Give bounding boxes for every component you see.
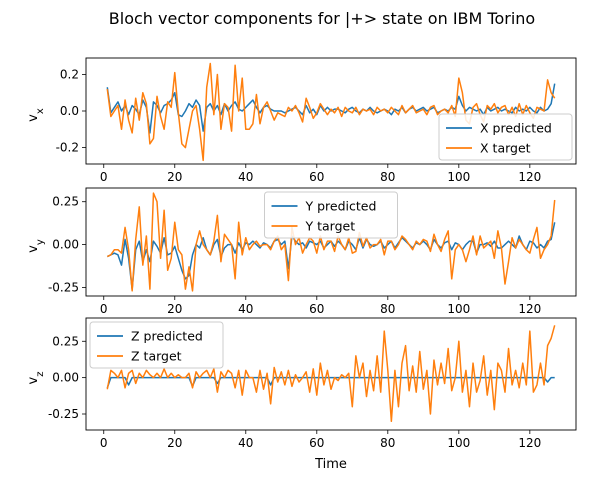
x-tick-label: 80: [380, 302, 395, 316]
y-axis-label: vx: [26, 108, 46, 122]
axes-frame: [85, 187, 577, 297]
legend-label: X predicted: [480, 121, 552, 136]
series-line-y-target: [106, 192, 556, 292]
x-tick-label: 80: [380, 170, 395, 184]
legend-label: Z target: [131, 349, 182, 364]
legend-label: Z predicted: [131, 329, 203, 344]
legend-box: [264, 191, 398, 239]
x-tick-label: 120: [518, 302, 541, 316]
series-line-x-predicted: [106, 83, 556, 134]
figure-title: Bloch vector components for |+> state on…: [109, 9, 535, 28]
x-tick-label: 0: [100, 302, 108, 316]
x-tick-label: 100: [447, 302, 470, 316]
y-axis-label: vy: [26, 239, 46, 253]
panel-z: 0 20 40 60 80 100 120 -0.25 0.00 0.25 vz Time Z pred…: [26, 317, 577, 472]
x-tick-label: 120: [518, 170, 541, 184]
y-tick-label: 0.25: [52, 334, 79, 348]
y-tick-label: 0.2: [60, 67, 79, 81]
legend: X predicted X target: [438, 113, 573, 161]
panel-y: 0 20 40 60 80 100 120 -0.25 0.00 0.25 vy Y predicte…: [26, 187, 577, 316]
y-tick-label: 0.25: [52, 195, 79, 209]
x-tick-label: 100: [447, 436, 470, 450]
x-tick-label: 40: [238, 436, 253, 450]
legend: Y predicted Y target: [264, 191, 398, 239]
y-tick-label: 0.00: [52, 238, 79, 252]
x-tick-label: 0: [100, 436, 108, 450]
legend-label: Y predicted: [305, 199, 377, 214]
x-tick-label: 60: [309, 436, 324, 450]
y-axis-label: vz: [26, 372, 46, 385]
legend-label: Y target: [305, 219, 356, 234]
legend-box: [89, 321, 224, 369]
x-tick-label: 40: [238, 170, 253, 184]
series-line-z-target: [106, 325, 556, 423]
y-tick-label: -0.25: [48, 407, 79, 421]
axes-frame: [85, 317, 577, 431]
x-tick-label: 20: [167, 170, 182, 184]
x-tick-label: 100: [447, 170, 470, 184]
y-tick-label: 0.00: [52, 371, 79, 385]
x-tick-label: 40: [238, 302, 253, 316]
legend-label: X target: [480, 141, 531, 156]
x-tick-label: 80: [380, 436, 395, 450]
x-tick-label: 60: [309, 170, 324, 184]
y-tick-label: 0.0: [60, 104, 79, 118]
x-tick-label: 20: [167, 436, 182, 450]
x-tick-label: 0: [100, 170, 108, 184]
legend-box: [438, 113, 573, 161]
y-tick-label: -0.25: [48, 280, 79, 294]
y-tick-label: -0.2: [56, 141, 79, 155]
legend: Z predicted Z target: [89, 321, 224, 369]
x-tick-label: 60: [309, 302, 324, 316]
x-tick-label: 120: [518, 436, 541, 450]
x-axis-label: Time: [314, 457, 347, 472]
x-tick-label: 20: [167, 302, 182, 316]
